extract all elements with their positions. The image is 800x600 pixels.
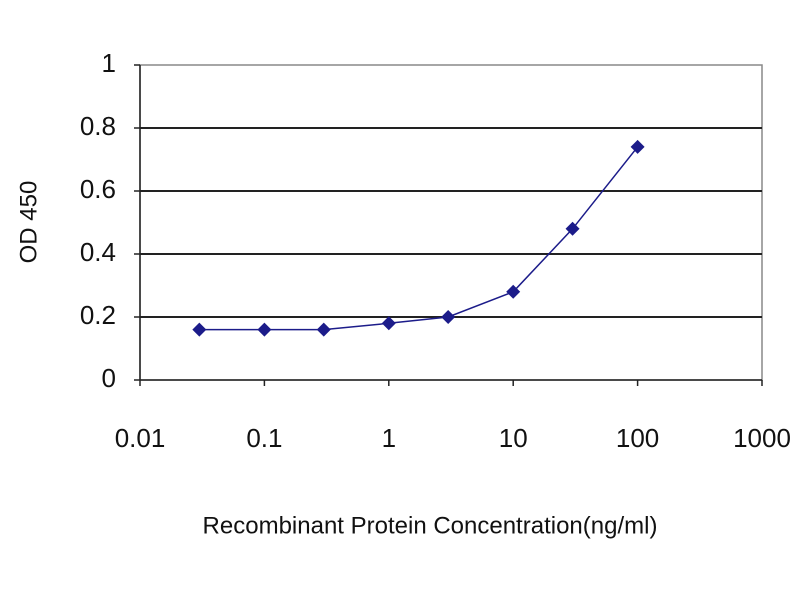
y-tick-label: 0.4: [80, 237, 116, 267]
y-tick-label: 1: [102, 48, 116, 78]
x-tick-label: 100: [616, 423, 659, 453]
data-point: [192, 322, 207, 337]
data-point: [381, 316, 396, 331]
y-axis-label: OD 450: [15, 181, 42, 264]
data-point: [257, 322, 272, 337]
x-tick-label: 10: [499, 423, 528, 453]
data-point: [316, 322, 331, 337]
x-axis-label: Recombinant Protein Concentration(ng/ml): [203, 512, 658, 539]
data-point: [630, 139, 645, 154]
y-tick-label: 0: [102, 363, 116, 393]
x-tick-label: 0.1: [246, 423, 282, 453]
data-point: [506, 284, 521, 299]
plot-area: [139, 64, 763, 381]
x-tick-label: 1: [382, 423, 396, 453]
series-line: [199, 146, 639, 331]
x-tick-label: 1000: [733, 423, 791, 453]
data-point: [565, 221, 580, 236]
y-tick-label: 0.2: [80, 300, 116, 330]
x-tick-label: 0.01: [115, 423, 166, 453]
y-tick-label: 0.8: [80, 111, 116, 141]
data-point: [441, 310, 456, 324]
y-tick-label: 0.6: [80, 174, 116, 204]
